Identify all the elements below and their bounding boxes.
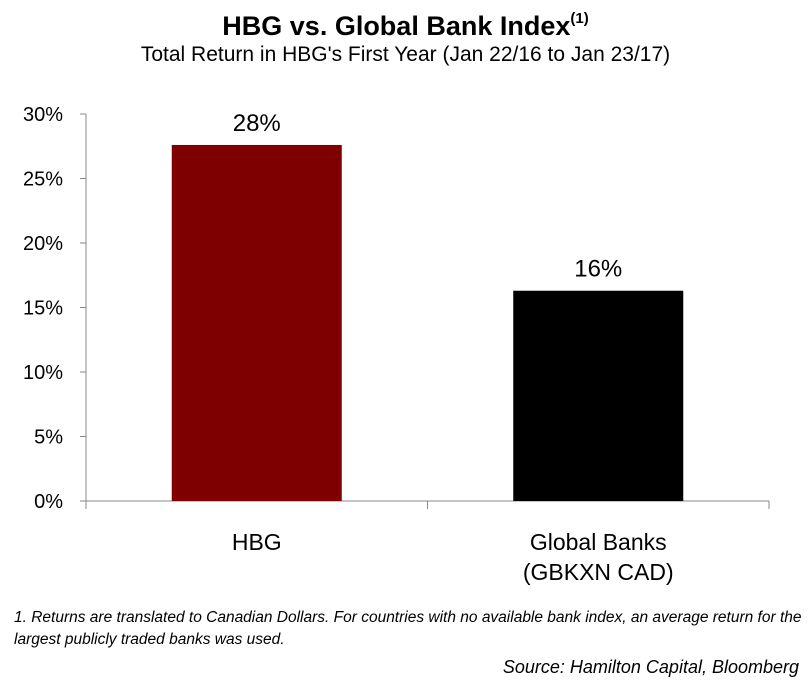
y-tick-label: 5% (34, 427, 63, 449)
y-tick-label: 20% (23, 233, 63, 255)
bar (171, 144, 342, 501)
bar (513, 290, 684, 501)
y-tick-label: 0% (34, 491, 63, 513)
x-tick-label: (GBKXN CAD) (523, 559, 674, 585)
chart-subtitle: Total Return in HBG's First Year (Jan 22… (140, 43, 671, 66)
data-label: 28% (233, 110, 281, 137)
chart-labels: 0% 5% 10% 15% 20% 25% 30% 28% HBG 16% Global Banks… (23, 104, 674, 585)
source-note: Source: Hamilton Capital, Bloomberg (502, 657, 799, 677)
chart-title: HBG vs. Global Bank Index(1) (0, 4, 811, 43)
x-tick-label: Global Banks (530, 529, 667, 555)
y-tick-label: 30% (23, 104, 63, 126)
y-tick-label: 15% (23, 298, 63, 320)
y-tick-label: 25% (23, 169, 63, 191)
bar-chart: 0% 5% 10% 15% 20% 25% 30% 28% HBG 16% Global Banks… (23, 104, 770, 585)
footnote: 1. Returns are translated to Canadian Do… (14, 609, 802, 648)
x-tick-label: HBG (232, 529, 282, 555)
chart-bars (171, 144, 684, 501)
data-label: 16% (574, 256, 622, 283)
title-footnote-marker: (1) (570, 10, 589, 27)
chart-title-text: HBG vs. Global Bank Index (222, 11, 571, 41)
y-tick-label: 10% (23, 362, 63, 384)
